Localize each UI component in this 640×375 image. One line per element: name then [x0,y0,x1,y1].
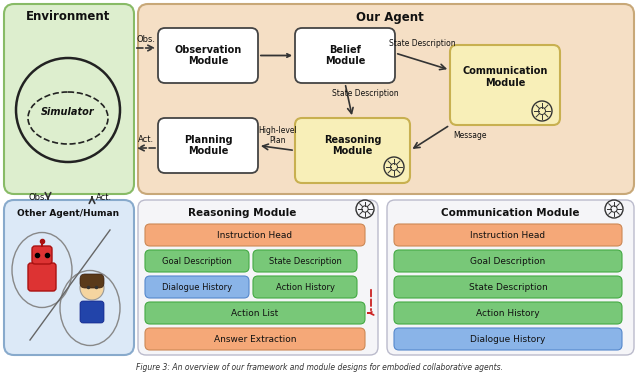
FancyBboxPatch shape [394,224,622,246]
FancyBboxPatch shape [4,4,134,194]
Text: High-level
Plan: High-level Plan [259,126,298,145]
Text: Our Agent: Our Agent [356,10,424,24]
Text: State Description: State Description [389,39,456,48]
FancyBboxPatch shape [32,246,52,264]
Text: Instruction Head: Instruction Head [470,231,545,240]
FancyBboxPatch shape [145,224,365,246]
FancyBboxPatch shape [145,250,249,272]
Text: Answer Extraction: Answer Extraction [214,334,296,344]
Text: Communication Module: Communication Module [441,208,579,218]
FancyBboxPatch shape [4,200,134,355]
Text: Action History: Action History [476,309,540,318]
Text: Figure 3: An overview of our framework and module designs for embodied collabora: Figure 3: An overview of our framework a… [136,363,504,372]
Text: Obs.: Obs. [136,36,156,45]
FancyBboxPatch shape [394,276,622,298]
Circle shape [80,276,104,300]
Text: Planning
Module: Planning Module [184,135,232,156]
Text: Act.: Act. [96,194,112,202]
FancyBboxPatch shape [145,328,365,350]
Text: Reasoning Module: Reasoning Module [188,208,296,218]
Text: Other Agent/Human: Other Agent/Human [17,209,119,218]
Text: Act.: Act. [138,135,154,144]
FancyBboxPatch shape [394,250,622,272]
Text: Dialogue History: Dialogue History [470,334,546,344]
Text: Goal Description: Goal Description [470,256,546,265]
FancyBboxPatch shape [158,28,258,83]
FancyBboxPatch shape [387,200,634,355]
Text: Goal Description: Goal Description [162,256,232,265]
Text: State Description: State Description [468,282,547,291]
FancyBboxPatch shape [158,118,258,173]
FancyBboxPatch shape [295,118,410,183]
FancyBboxPatch shape [80,274,104,288]
FancyBboxPatch shape [253,250,357,272]
Text: Dialogue History: Dialogue History [162,282,232,291]
FancyBboxPatch shape [295,28,395,83]
FancyBboxPatch shape [145,276,249,298]
Text: Action List: Action List [232,309,278,318]
Text: Communication
Module: Communication Module [462,66,548,88]
FancyBboxPatch shape [394,302,622,324]
Text: Reasoning
Module: Reasoning Module [324,135,381,156]
Text: Obs.: Obs. [29,194,47,202]
Text: State Description: State Description [332,88,398,98]
Text: Belief
Module: Belief Module [325,45,365,66]
Text: Instruction Head: Instruction Head [218,231,292,240]
FancyBboxPatch shape [138,4,634,194]
Text: Observation
Module: Observation Module [174,45,242,66]
Text: Simulator: Simulator [41,107,95,117]
FancyBboxPatch shape [450,45,560,125]
FancyBboxPatch shape [253,276,357,298]
FancyBboxPatch shape [28,263,56,291]
FancyBboxPatch shape [394,328,622,350]
FancyBboxPatch shape [80,301,104,323]
Text: Message: Message [453,130,487,140]
FancyBboxPatch shape [145,302,365,324]
Text: State Description: State Description [269,256,341,265]
Text: Environment: Environment [26,10,110,24]
FancyBboxPatch shape [138,200,378,355]
Text: Action History: Action History [275,282,335,291]
